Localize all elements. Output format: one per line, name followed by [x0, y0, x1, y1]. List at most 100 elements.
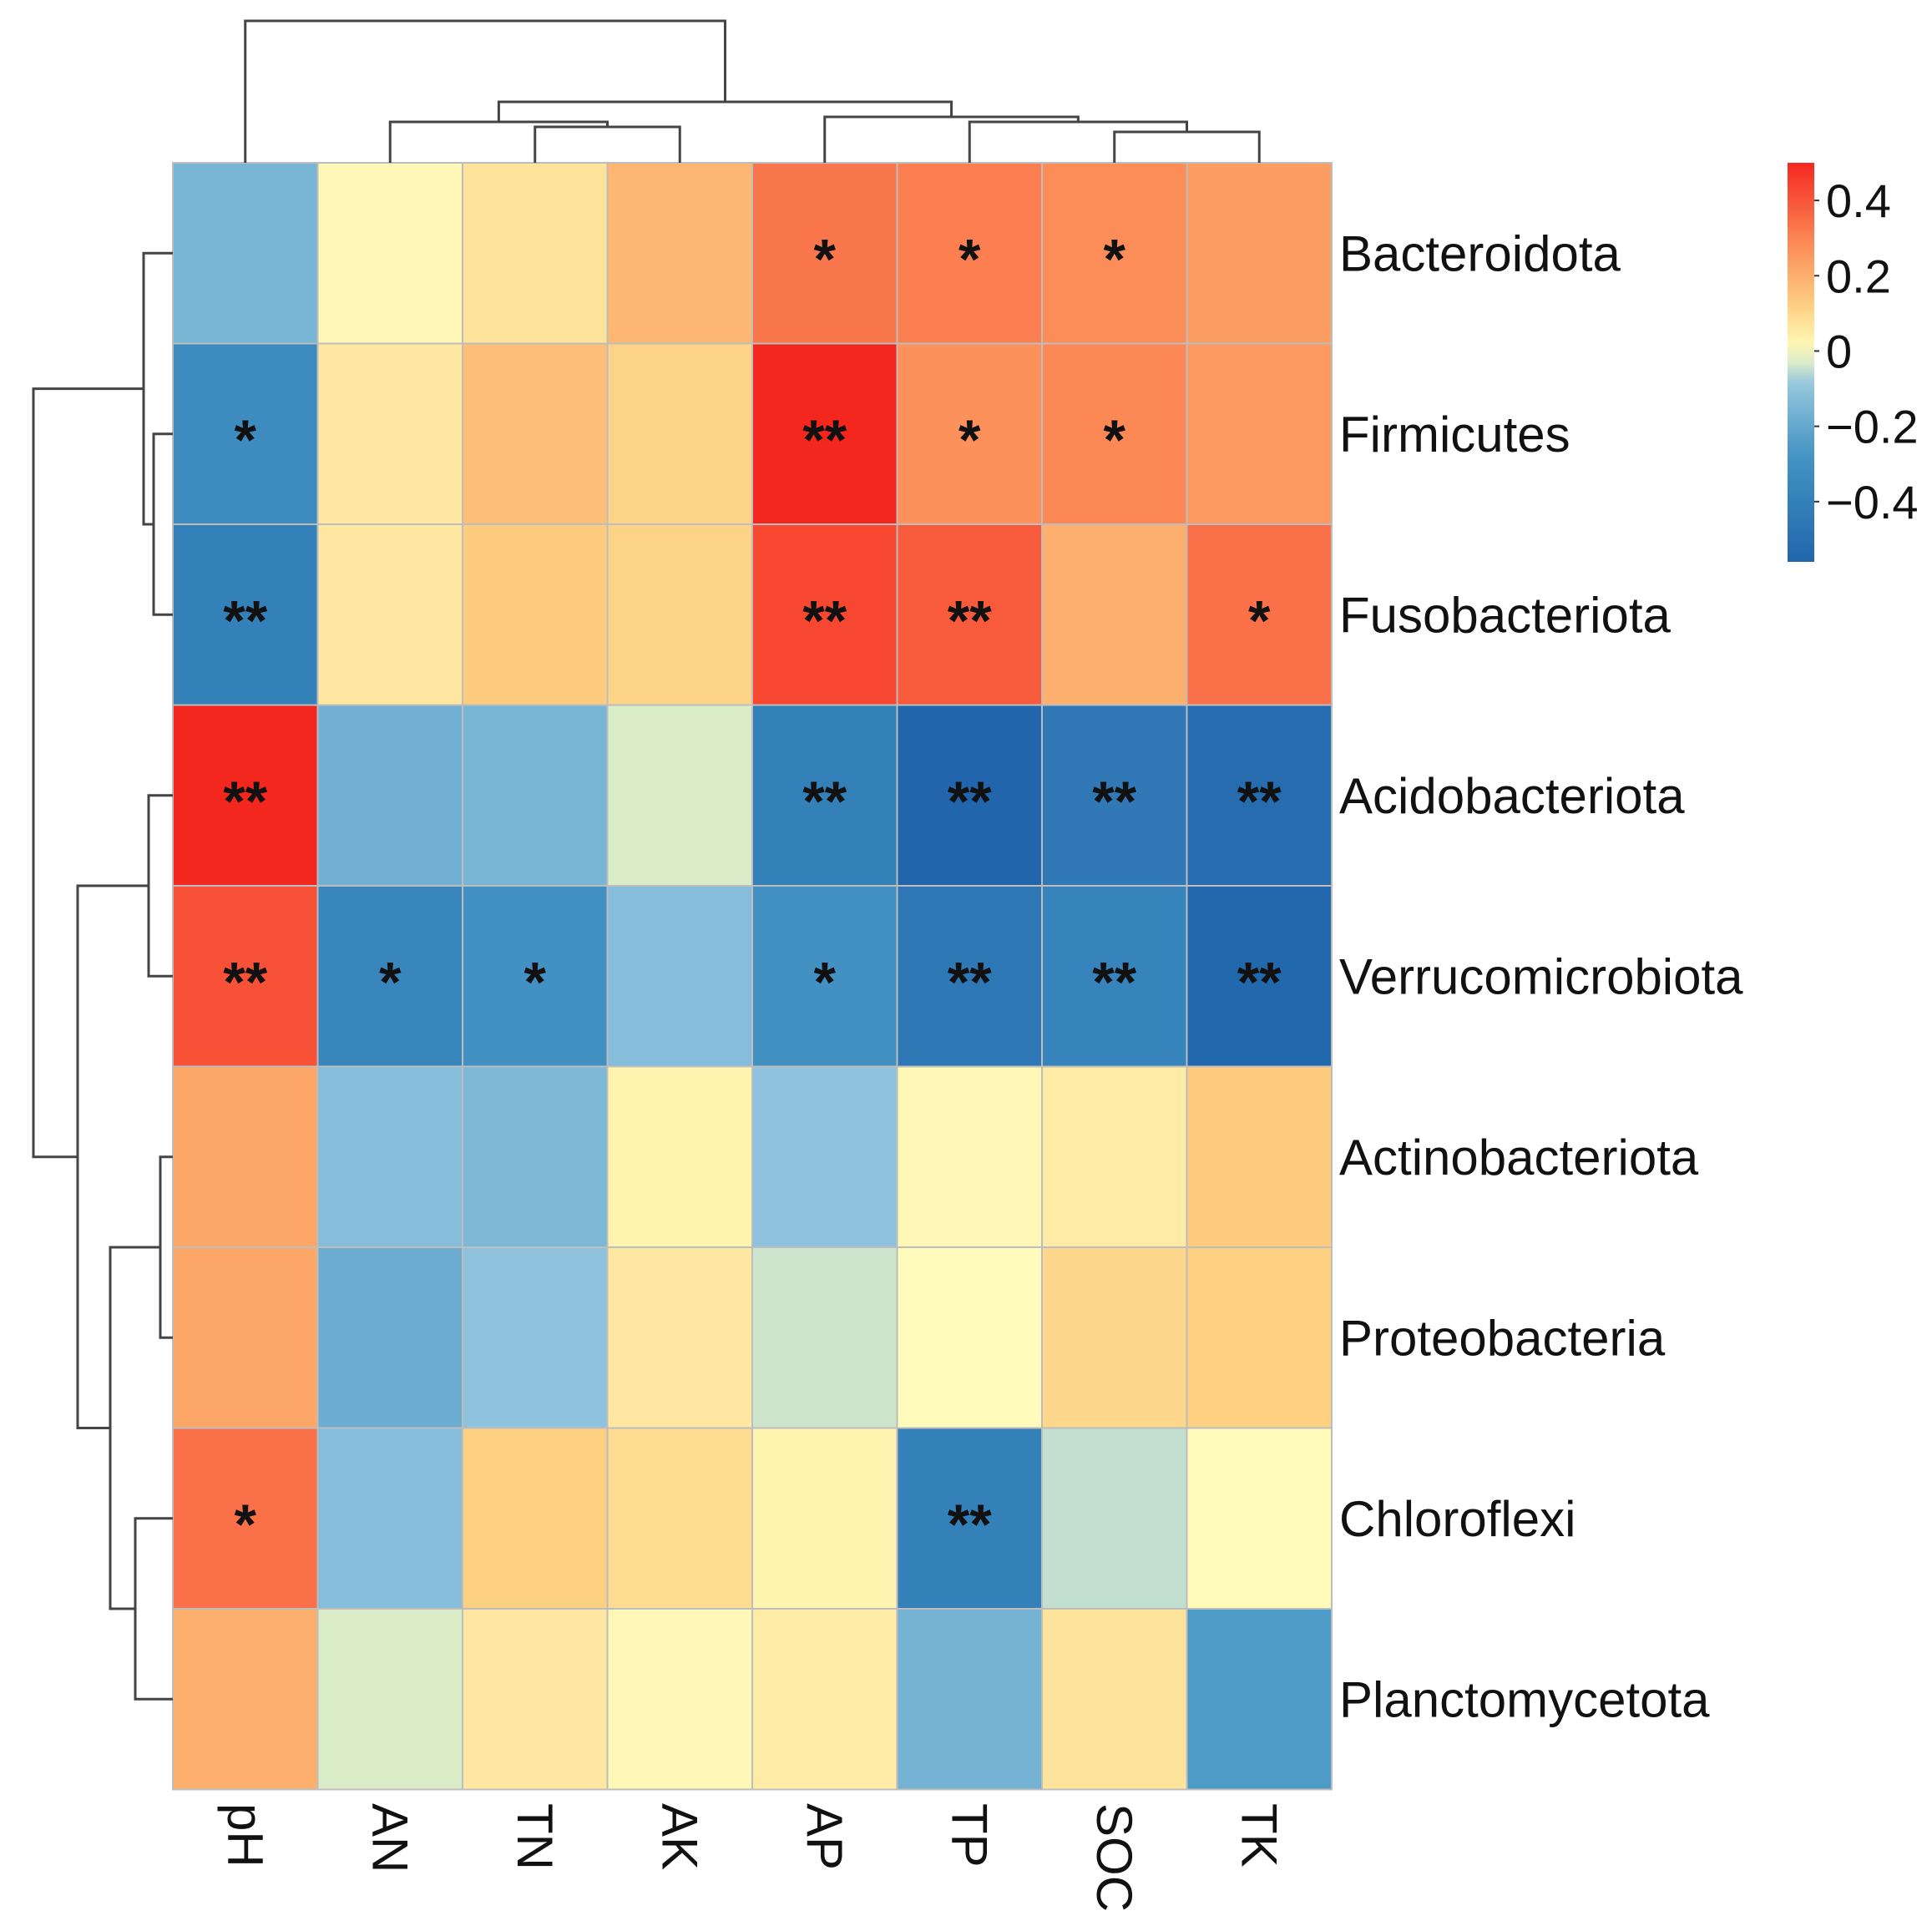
significance-marker: ** [948, 1493, 992, 1556]
heatmap-cell-planctomycetota-ap [751, 1608, 898, 1791]
heatmap-cell-firmicutes-ph [172, 342, 319, 525]
heatmap-cell-chloroflexi-tp [896, 1427, 1043, 1610]
heatmap-cells [172, 162, 1333, 1791]
heatmap-cell-firmicutes-tn [462, 342, 609, 525]
significance-marker: ** [1092, 770, 1136, 833]
significance-marker: * [379, 950, 402, 1014]
row-label-acidobacteriota: Acidobacteriota [1339, 768, 1685, 824]
significance-marker: * [814, 227, 837, 291]
heatmap-cell-actinobacteriota-ph [172, 1065, 319, 1248]
heatmap-cell-proteobacteria-tk [1186, 1246, 1333, 1429]
column-labels: pH AN TN AK AP TP SOC TK [217, 1803, 1287, 1912]
heatmap-cell-firmicutes-ap [751, 342, 898, 525]
row-dendrogram [32, 251, 173, 1701]
heatmap-cell-bacteroidota-ap [751, 162, 898, 345]
heatmap-cell-actinobacteriota-an [316, 1065, 463, 1248]
color-legend: 0.4 0.2 0 −0.2 −0.4 [1788, 163, 1919, 562]
significance-marker: ** [223, 950, 267, 1014]
heatmap-cell-actinobacteriota-ap [751, 1065, 898, 1248]
row-labels: Bacteroidota Firmicutes Fusobacteriota Acid… [1339, 225, 1743, 1727]
row-label-planctomycetota: Planctomycetota [1339, 1671, 1710, 1727]
heatmap-cell-bacteroidota-ph [172, 162, 319, 345]
heatmap-cell-proteobacteria-tp [896, 1246, 1043, 1429]
significance-marker: ** [1092, 950, 1136, 1014]
heatmap-cell-acidobacteriota-tn [462, 704, 609, 887]
heatmap-cell-proteobacteria-tn [462, 1246, 609, 1429]
significance-marker: * [958, 227, 981, 291]
column-label-tp: TP [941, 1803, 997, 1868]
heatmap-cell-fusobacteriota-tn [462, 523, 609, 706]
heatmap-cell-firmicutes-tk [1186, 342, 1333, 525]
heatmap-cell-firmicutes-ak [606, 342, 753, 525]
heatmap-cell-verrucomicrobiota-ph [172, 885, 319, 1068]
significance-marker: ** [1237, 770, 1282, 833]
row-dendrogram-link [152, 432, 173, 616]
heatmap-cell-verrucomicrobiota-ap [751, 885, 898, 1068]
heatmap-cell-planctomycetota-soc [1041, 1608, 1188, 1791]
legend-tick-label: 0.4 [1826, 174, 1891, 227]
significance-marker: * [1248, 589, 1271, 652]
heatmap-cell-acidobacteriota-soc [1041, 704, 1188, 887]
heatmap-cell-bacteroidota-tk [1186, 162, 1333, 345]
significance-marker: ** [223, 589, 267, 652]
significance-marker: ** [1237, 950, 1282, 1014]
heatmap-cell-acidobacteriota-ph [172, 704, 319, 887]
row-label-proteobacteria: Proteobacteria [1339, 1310, 1666, 1366]
heatmap-cell-fusobacteriota-tk [1186, 523, 1333, 706]
heatmap-cell-bacteroidota-tn [462, 162, 609, 345]
heatmap-cell-verrucomicrobiota-an [316, 885, 463, 1068]
column-label-an: AN [362, 1803, 417, 1873]
heatmap-cell-chloroflexi-soc [1041, 1427, 1188, 1610]
column-label-tn: TN [507, 1803, 563, 1870]
heatmap-cell-fusobacteriota-soc [1041, 523, 1188, 706]
heatmap-cell-bacteroidota-an [316, 162, 463, 345]
heatmap-cell-planctomycetota-tn [462, 1608, 609, 1791]
heatmap-cell-verrucomicrobiota-tk [1186, 885, 1333, 1068]
significance-marker: ** [948, 950, 992, 1014]
column-dendrogram-link [534, 125, 681, 163]
significance-marker: ** [802, 770, 847, 833]
row-label-verrucomicrobiota: Verrucomicrobiota [1339, 948, 1743, 1004]
color-legend-bar [1788, 163, 1814, 562]
column-label-soc: SOC [1086, 1803, 1142, 1912]
heatmap-cell-chloroflexi-ak [606, 1427, 753, 1610]
significance-marker: * [958, 408, 981, 472]
heatmap-cell-planctomycetota-ak [606, 1608, 753, 1791]
heatmap-cell-fusobacteriota-ak [606, 523, 753, 706]
column-dendrogram-link [823, 115, 1080, 163]
heatmap-cell-actinobacteriota-ak [606, 1065, 753, 1248]
heatmap-cell-verrucomicrobiota-tn [462, 885, 609, 1068]
heatmap-cell-proteobacteria-an [316, 1246, 463, 1429]
heatmap-cell-chloroflexi-an [316, 1427, 463, 1610]
significance-marker: * [235, 408, 257, 472]
significance-marker: ** [948, 589, 992, 652]
column-label-ph: pH [217, 1803, 273, 1868]
column-dendrogram-link [1113, 130, 1261, 163]
legend-tick-label: 0.2 [1826, 250, 1891, 302]
heatmap-cell-acidobacteriota-tp [896, 704, 1043, 887]
heatmap-cell-firmicutes-tp [896, 342, 1043, 525]
row-label-chloroflexi: Chloroflexi [1339, 1491, 1575, 1547]
heatmap-cell-proteobacteria-ak [606, 1246, 753, 1429]
row-label-bacteroidota: Bacteroidota [1339, 225, 1621, 281]
row-label-actinobacteriota: Actinobacteriota [1339, 1130, 1699, 1185]
heatmap-cell-proteobacteria-ph [172, 1246, 319, 1429]
heatmap-cell-actinobacteriota-soc [1041, 1065, 1188, 1248]
row-dendrogram-link [134, 1517, 173, 1701]
column-label-ap: AP [797, 1803, 852, 1870]
heatmap-cell-fusobacteriota-tp [896, 523, 1043, 706]
heatmap-cell-acidobacteriota-an [316, 704, 463, 887]
heatmap-cell-actinobacteriota-tn [462, 1065, 609, 1248]
significance-marker: * [1104, 408, 1126, 472]
column-label-ak: AK [651, 1803, 707, 1870]
column-label-tk: TK [1231, 1803, 1287, 1868]
row-dendrogram-link [142, 251, 173, 526]
significance-marker: ** [802, 408, 847, 472]
legend-tick-label: −0.4 [1826, 476, 1919, 528]
row-label-fusobacteriota: Fusobacteriota [1339, 587, 1672, 643]
heatmap-cell-planctomycetota-tp [896, 1608, 1043, 1791]
row-dendrogram-link [147, 794, 173, 978]
significance-markers: * * ** ** * *** ** ** *** ** ** ** **** * * * ** ** *** ** [223, 227, 1282, 1556]
